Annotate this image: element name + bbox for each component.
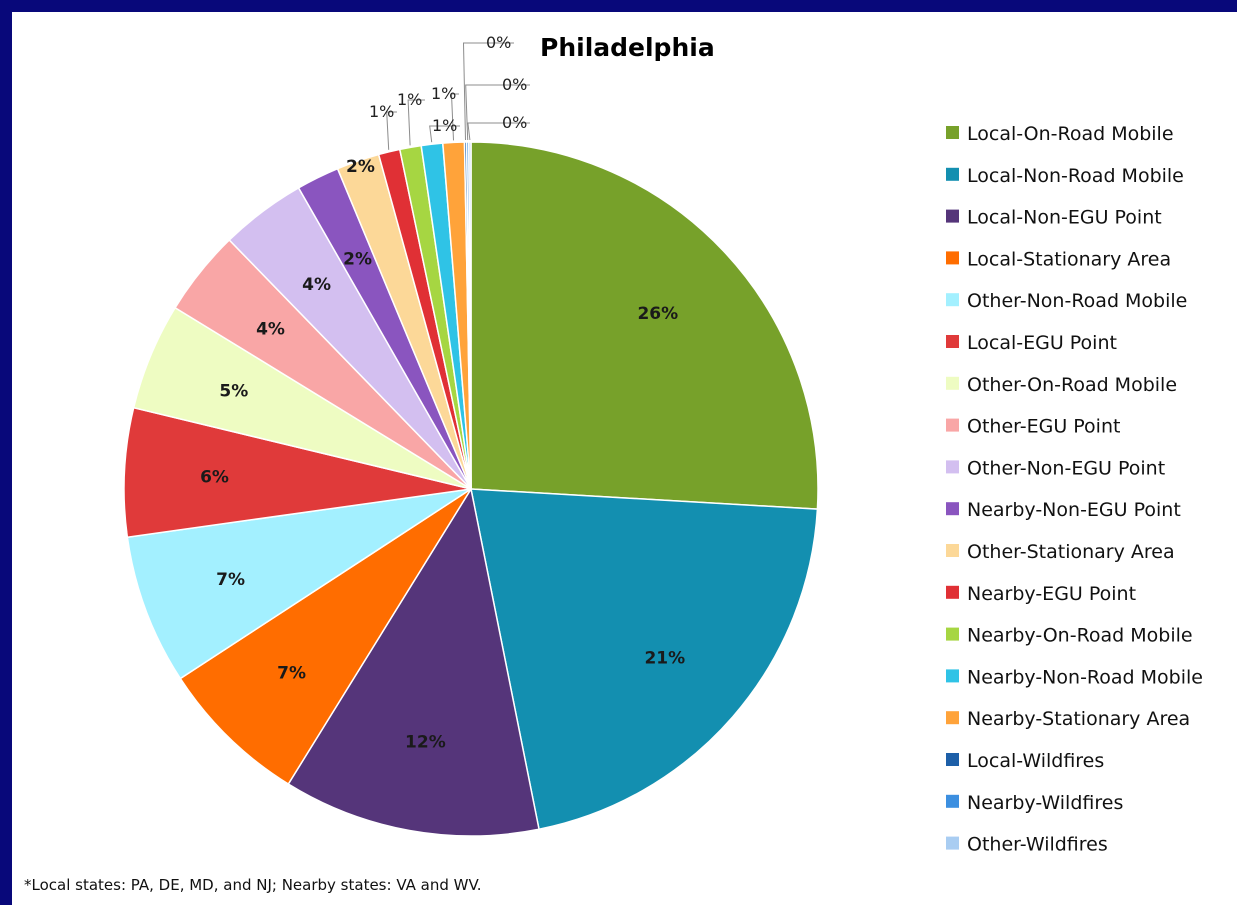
legend-swatch-nearby-egu-point bbox=[946, 585, 959, 599]
leader-line-nearby-egu-point bbox=[386, 111, 397, 150]
pie-slice-local-non-egu-point bbox=[287, 486, 540, 837]
data-label-local-non-egu-point: 12% bbox=[405, 733, 446, 753]
leader-line-nearby-non-road-mobile bbox=[429, 125, 460, 143]
data-label-nearby-non-road-mobile: 1% bbox=[432, 116, 457, 135]
legend-label-other-non-egu-point: Other-Non-EGU Point bbox=[967, 457, 1165, 479]
leader-line-nearby-stationary-area bbox=[450, 93, 459, 141]
legend-swatch-other-on-road-mobile bbox=[946, 376, 959, 390]
legend-label-nearby-egu-point: Nearby-EGU Point bbox=[967, 583, 1136, 605]
pie-slice-local-egu-point bbox=[123, 406, 472, 539]
legend-label-nearby-stationary-area: Nearby-Stationary Area bbox=[967, 708, 1190, 730]
data-label-nearby-non-egu-point: 2% bbox=[343, 250, 372, 270]
legend-label-local-stationary-area: Local-Stationary Area bbox=[967, 248, 1171, 270]
leader-line-nearby-on-road-mobile bbox=[407, 99, 425, 146]
pie-slice-other-non-road-mobile bbox=[126, 488, 472, 680]
legend-swatch-other-egu-point bbox=[946, 418, 959, 432]
pie-chart: Philadelphia 26% 21% 12% 7% 7% 6% 5% 4% 4% 2% 2% 1%… bbox=[24, 33, 1203, 894]
leader-line-other-wildfires bbox=[467, 122, 530, 141]
legend-label-local-on-road-mobile: Local-On-Road Mobile bbox=[967, 123, 1174, 145]
footnote: *Local states: PA, DE, MD, and NJ; Nearb… bbox=[24, 876, 482, 894]
data-label-other-on-road-mobile: 5% bbox=[219, 382, 248, 402]
data-label-local-wildfires: 0% bbox=[486, 33, 511, 52]
leader-line-nearby-wildfires bbox=[465, 84, 530, 141]
data-label-local-egu-point: 6% bbox=[200, 468, 229, 488]
legend-swatch-local-wildfires bbox=[946, 753, 959, 766]
legend-swatch-local-non-road-mobile bbox=[946, 167, 959, 181]
legend: Local-On-Road Mobile Local-Non-Road Mobil… bbox=[946, 123, 1203, 856]
legend-label-local-non-egu-point: Local-Non-EGU Point bbox=[967, 207, 1162, 229]
legend-label-local-non-road-mobile: Local-Non-Road Mobile bbox=[967, 165, 1184, 187]
legend-label-nearby-non-road-mobile: Nearby-Non-Road Mobile bbox=[967, 666, 1203, 688]
data-label-local-non-road-mobile: 21% bbox=[644, 649, 685, 669]
pie-slices bbox=[123, 141, 819, 837]
legend-label-other-on-road-mobile: Other-On-Road Mobile bbox=[967, 374, 1177, 396]
legend-swatch-other-non-egu-point bbox=[946, 460, 959, 474]
legend-swatch-nearby-non-egu-point bbox=[946, 502, 959, 516]
pie-slice-local-stationary-area bbox=[179, 488, 472, 786]
data-label-nearby-on-road-mobile: 1% bbox=[397, 90, 422, 109]
legend-swatch-nearby-stationary-area bbox=[946, 711, 959, 725]
pie-slice-other-wildfires bbox=[468, 141, 472, 490]
legend-label-other-stationary-area: Other-Stationary Area bbox=[967, 541, 1175, 563]
data-label-local-on-road-mobile: 26% bbox=[637, 304, 678, 324]
pie-slice-local-non-road-mobile bbox=[470, 488, 819, 831]
data-label-other-non-egu-point: 4% bbox=[302, 275, 331, 295]
legend-swatch-nearby-non-road-mobile bbox=[946, 669, 959, 683]
legend-swatch-other-stationary-area bbox=[946, 544, 959, 557]
data-label-other-non-road-mobile: 7% bbox=[216, 570, 245, 590]
legend-swatch-nearby-on-road-mobile bbox=[946, 627, 959, 641]
legend-swatch-local-stationary-area bbox=[946, 251, 959, 265]
data-label-other-egu-point: 4% bbox=[256, 320, 285, 340]
legend-label-nearby-on-road-mobile: Nearby-On-Road Mobile bbox=[967, 625, 1193, 647]
data-label-other-stationary-area: 2% bbox=[346, 157, 375, 177]
legend-label-other-egu-point: Other-EGU Point bbox=[967, 416, 1120, 438]
legend-label-local-egu-point: Local-EGU Point bbox=[967, 332, 1117, 354]
legend-swatch-local-egu-point bbox=[946, 335, 959, 348]
data-label-nearby-stationary-area: 1% bbox=[431, 84, 456, 103]
chart-panel: Philadelphia 26% 21% 12% 7% 7% 6% 5% 4% 4% 2% 2% 1%… bbox=[12, 12, 1237, 905]
legend-swatch-other-wildfires bbox=[946, 836, 959, 850]
data-labels: 26%21%12%7%7%6%5%4%4%2%2%1%1%1%1%0%0%0% bbox=[200, 33, 685, 753]
legend-swatch-local-non-egu-point bbox=[946, 209, 959, 223]
legend-label-other-wildfires: Other-Wildfires bbox=[967, 834, 1108, 856]
chart-title: Philadelphia bbox=[540, 33, 715, 62]
data-label-local-stationary-area: 7% bbox=[277, 664, 306, 684]
data-label-nearby-wildfires: 0% bbox=[502, 75, 527, 94]
legend-swatch-nearby-wildfires bbox=[946, 794, 959, 808]
legend-label-other-non-road-mobile: Other-Non-Road Mobile bbox=[967, 290, 1187, 312]
legend-label-local-wildfires: Local-Wildfires bbox=[967, 750, 1104, 772]
legend-swatch-local-on-road-mobile bbox=[946, 126, 959, 139]
legend-label-nearby-wildfires: Nearby-Wildfires bbox=[967, 792, 1123, 814]
pie-slice-local-on-road-mobile bbox=[470, 141, 819, 510]
leader-lines bbox=[386, 42, 530, 150]
legend-label-nearby-non-egu-point: Nearby-Non-EGU Point bbox=[967, 499, 1181, 521]
legend-swatch-other-non-road-mobile bbox=[946, 293, 959, 307]
data-label-other-wildfires: 0% bbox=[502, 113, 527, 132]
data-label-nearby-egu-point: 1% bbox=[369, 102, 394, 121]
leader-line-local-wildfires bbox=[462, 42, 514, 141]
